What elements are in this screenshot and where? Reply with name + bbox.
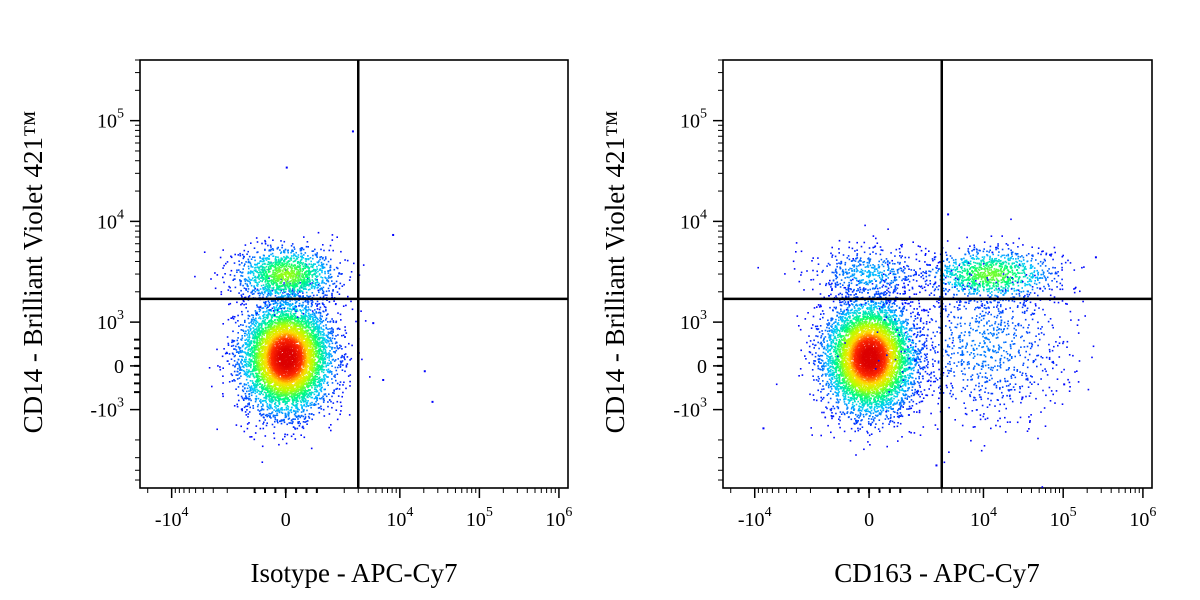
x-tick-label: 106	[545, 505, 572, 531]
x-axis-title: CD163 - APC-Cy7	[834, 558, 1040, 588]
flow-plot-isotype: -104 0 104 105 106 -103 0 103 104 105 Isotype - AP…	[18, 59, 572, 588]
y-tick-label: -103	[90, 396, 124, 422]
y-tick-label: -103	[673, 396, 707, 422]
x-tick-label: 104	[386, 505, 413, 531]
plot-frame	[722, 59, 1153, 489]
y-axis-ticks	[713, 59, 723, 481]
outlier-dots	[285, 130, 434, 403]
y-tick-label: 105	[680, 107, 707, 133]
x-axis-ticks	[730, 488, 1144, 498]
x-tick-label: 104	[970, 505, 997, 531]
x-tick-label: 0	[281, 509, 291, 531]
x-tick-label: 106	[1129, 505, 1156, 531]
x-tick-label: -104	[738, 505, 772, 531]
y-axis-title: CD14 - Brilliant Violet 421™	[18, 111, 48, 434]
x-axis-ticks	[147, 488, 560, 498]
outlier-dots	[762, 213, 1097, 467]
y-tick-label: 104	[97, 207, 124, 233]
flow-plot-cd163: -104 0 104 105 106 -103 0 103 104 105 CD163 - APC-…	[600, 59, 1156, 588]
y-axis-title: CD14 - Brilliant Violet 421™	[600, 111, 630, 434]
y-tick-label: 0	[697, 356, 707, 378]
y-tick-label: 103	[97, 308, 124, 334]
x-tick-label: 105	[466, 505, 493, 531]
x-tick-label: 105	[1050, 505, 1077, 531]
x-tick-label: -104	[155, 505, 189, 531]
plot-frame	[139, 59, 569, 489]
event-dots	[194, 231, 371, 463]
x-axis-title: Isotype - APC-Cy7	[250, 558, 457, 588]
y-tick-label: 105	[97, 107, 124, 133]
y-tick-label: 0	[114, 356, 124, 378]
x-tick-label: 0	[864, 509, 874, 531]
y-tick-label: 104	[680, 207, 707, 233]
y-axis-ticks	[130, 59, 140, 481]
event-dots	[757, 218, 1095, 488]
y-tick-label: 103	[680, 308, 707, 334]
